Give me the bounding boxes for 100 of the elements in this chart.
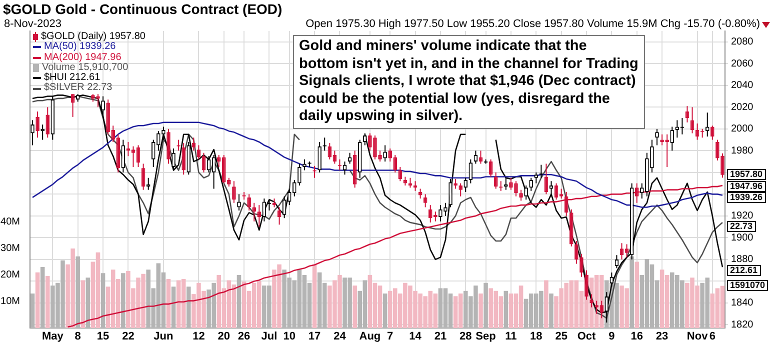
x-tick-label: 16 (630, 330, 643, 343)
text: 1957.80 (727, 169, 766, 180)
x-tick-label: May (42, 330, 64, 343)
x-tick-label: 24 (334, 330, 347, 343)
x-tick-label: 10 (283, 330, 296, 343)
candlestick (388, 148, 392, 162)
y-tick-label: 2040 (731, 80, 754, 92)
bar (35, 272, 40, 328)
x-tick-label: 8 (74, 330, 81, 343)
candlestick (292, 180, 296, 197)
text: 1947.96 (727, 180, 766, 192)
candlestick (509, 177, 513, 190)
bar (478, 294, 483, 328)
candlestick (418, 188, 422, 200)
bar (352, 286, 357, 328)
bar (121, 273, 126, 328)
x-tick-label: 28 (460, 330, 472, 343)
bar (86, 278, 90, 328)
bar (80, 280, 86, 328)
candlestick (156, 130, 160, 152)
candlestick (514, 180, 518, 197)
candlestick (574, 240, 578, 264)
bar (544, 280, 548, 328)
candlestick (458, 182, 462, 197)
y2-tick-label: 10M (0, 296, 20, 308)
candlestick (393, 154, 398, 173)
candlestick (640, 182, 644, 200)
y2-tick-label: 40M (0, 216, 20, 228)
candlestick (464, 177, 468, 193)
candlestick (302, 158, 306, 171)
x-tick-label: 25 (555, 330, 568, 343)
candlestick (594, 300, 598, 314)
bar (40, 267, 45, 328)
candlestick (172, 148, 176, 171)
y-tick-label: 2080 (731, 36, 754, 48)
candlestick (182, 142, 186, 176)
text: Open 1975.30 High 1977.50 Low 1955.20 Close 1957.80 Volume 15.9M Chg -15.70 (-0.80%) (306, 18, 760, 30)
bar (30, 294, 35, 328)
candlestick (162, 126, 166, 140)
candlestick (46, 106, 50, 138)
candlestick (590, 294, 594, 308)
x-tick-label: Jul (261, 330, 278, 343)
x-tick-label: 14 (409, 330, 422, 343)
chart-subtitle: 8-Nov-2023 (4, 18, 62, 30)
bar (166, 278, 171, 328)
candlestick (438, 204, 442, 222)
x-tick-label: 11 (505, 330, 517, 343)
x-tick-label: Sep (476, 330, 496, 343)
bar (312, 264, 317, 328)
y-tick-label: 2060 (731, 58, 754, 70)
candlestick (111, 125, 115, 142)
candlestick (670, 126, 674, 152)
text: 1939.26 (727, 192, 766, 204)
bar (236, 274, 242, 328)
bar (76, 256, 80, 328)
candlestick (222, 154, 226, 184)
text: 22.73 (727, 221, 756, 232)
chart-title: $GOLD Gold - Continuous Contract (EOD) (3, 1, 282, 17)
candlestick (378, 150, 382, 162)
x-tick-label: Nov (686, 330, 709, 343)
y-tick-label: 1900 (731, 232, 754, 244)
bar (45, 276, 50, 328)
y-tick-label: 1980 (731, 145, 754, 156)
x-tick-label: 15 (96, 330, 110, 343)
legend-label: $HUI 212.61 (44, 72, 100, 84)
y-tick-label: 1840 (731, 298, 754, 309)
y-tick-label: 1920 (731, 210, 754, 222)
candlestick (232, 180, 236, 204)
bar (100, 273, 106, 328)
x-tick-label: 17 (308, 330, 321, 343)
legend-label: $GOLD (Daily) 1957.80 (41, 31, 146, 42)
x-tick-label: 22 (122, 330, 134, 343)
y2-tick-label: 30M (0, 243, 20, 254)
candlestick (716, 139, 720, 161)
y-tick-label: 2020 (731, 102, 754, 113)
x-tick-label: 20 (218, 330, 230, 343)
bar (382, 294, 388, 328)
x-tick-label: Aug (359, 330, 381, 343)
x-tick-label: Oct (577, 330, 596, 343)
candlestick (444, 202, 448, 216)
bar (504, 290, 508, 328)
candlestick (363, 132, 367, 146)
bar (171, 286, 176, 328)
candlestick (30, 120, 34, 146)
candlestick (237, 194, 241, 212)
candlestick (247, 194, 251, 212)
text: 1591070 (727, 280, 768, 292)
legend-label: Volume 15,910,700 (42, 62, 128, 73)
x-tick-label: 21 (434, 330, 447, 343)
candlestick (705, 112, 710, 138)
candlestick (36, 111, 40, 138)
legend-label: MA(50) 1939.26 (44, 41, 116, 52)
candlestick (298, 163, 302, 186)
candlestick (383, 144, 387, 162)
candlestick (534, 172, 538, 184)
y2-tick-label: 20M (0, 270, 20, 281)
candlestick (519, 189, 523, 202)
x-tick-label: 12 (192, 330, 205, 343)
candlestick (428, 204, 432, 223)
candlestick (252, 202, 256, 222)
